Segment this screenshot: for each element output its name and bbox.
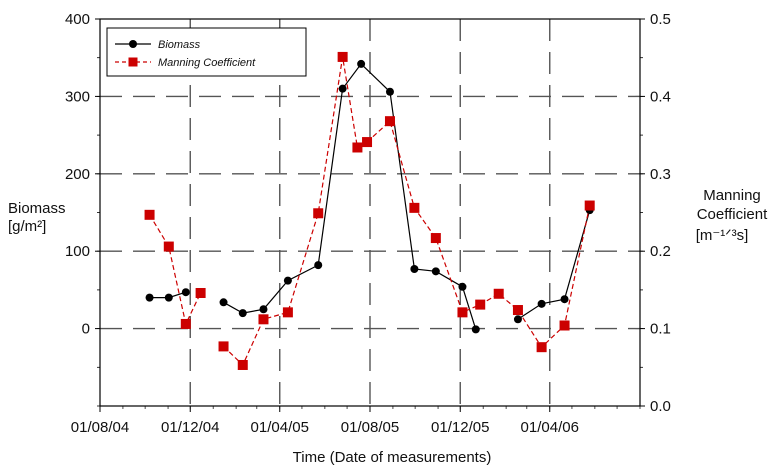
biomass-point: [560, 295, 569, 304]
manning-point: [237, 359, 248, 370]
manning-point: [409, 202, 420, 213]
legend-manning-label: Manning Coefficient: [158, 57, 256, 69]
biomass-point: [537, 299, 546, 308]
series-layer: [144, 51, 595, 370]
biomass-point: [181, 288, 190, 297]
series-line-segment: [149, 214, 202, 326]
biomass-point: [410, 265, 419, 274]
series-line-segment: [223, 56, 358, 367]
biomass-point: [431, 267, 440, 276]
y-right-tick-label: 0.4: [650, 88, 671, 105]
y-right-title-line3: [m⁻¹ᐟ³s]: [696, 227, 749, 244]
x-axis-title: Time (Date of measurements): [293, 449, 492, 466]
y-left-tick-label: 400: [65, 11, 90, 28]
y-right-tick-label: 0.2: [650, 243, 671, 260]
x-tick-label: 01/12/05: [431, 419, 489, 436]
manning-point: [352, 142, 363, 153]
x-tick-label: 01/08/05: [341, 419, 399, 436]
x-tick-label: 01/08/04: [71, 419, 129, 436]
manning-point: [282, 307, 293, 318]
manning-point: [584, 200, 595, 211]
legend: Biomass Manning Coefficient: [106, 27, 307, 77]
manning-point: [195, 287, 206, 298]
biomass-point: [259, 305, 268, 314]
y-right-title-line2: Coefficient: [697, 206, 768, 223]
manning-point: [180, 318, 191, 329]
grid: [100, 19, 640, 406]
series-biomass: [145, 59, 594, 334]
y-right-title-line1: Manning: [703, 187, 761, 204]
legend-manning-marker: [128, 57, 138, 67]
biomass-point: [385, 87, 394, 96]
biomass-point: [513, 315, 522, 324]
manning-point: [362, 137, 373, 148]
y-left-tick-label: 200: [65, 166, 90, 183]
manning-point: [457, 307, 468, 318]
biomass-point: [471, 325, 480, 334]
manning-point: [313, 208, 324, 219]
biomass-point: [338, 84, 347, 93]
biomass-point: [283, 276, 292, 285]
y-right-tick-label: 0.1: [650, 321, 671, 338]
legend-biomass-label: Biomass: [158, 39, 201, 51]
y-left-title-line1: Biomass: [8, 200, 66, 217]
y-right-tick-label: 0.5: [650, 11, 671, 28]
biomass-point: [238, 309, 247, 318]
biomass-point: [164, 293, 173, 302]
y-left-tick-label: 300: [65, 88, 90, 105]
x-tick-label: 01/12/04: [161, 419, 219, 436]
manning-point: [258, 314, 269, 325]
plot-frame: [99, 18, 641, 407]
manning-point: [337, 51, 348, 62]
manning-point: [144, 209, 155, 220]
biomass-point: [314, 261, 323, 270]
manning-point: [536, 342, 547, 353]
series-line-segment: [517, 210, 591, 320]
series-manning-coefficient: [144, 51, 595, 370]
y-left-tick-label: 0: [82, 321, 90, 338]
biomass-point: [357, 59, 366, 68]
manning-point: [430, 233, 441, 244]
y-left-tick-label: 100: [65, 243, 90, 260]
legend-biomass-marker: [129, 40, 137, 48]
axes: 0 100 200 300 400 0.0 0.1 0.2 0.3 0.4 0.5 01/08/04 0…: [65, 11, 671, 436]
x-tick-label: 01/04/05: [251, 419, 309, 436]
y-right-tick-label: 0.0: [650, 398, 671, 415]
manning-point: [559, 320, 570, 331]
biomass-point: [458, 282, 467, 291]
y-right-tick-label: 0.3: [650, 166, 671, 183]
manning-point: [218, 341, 229, 352]
legend-box: [106, 27, 307, 77]
manning-point: [163, 241, 174, 252]
manning-point: [493, 288, 504, 299]
manning-point: [475, 299, 486, 310]
biomass-point: [145, 293, 154, 302]
y-left-title-line2: [g/m²]: [8, 218, 46, 235]
manning-point: [512, 305, 523, 316]
series-line-segment: [366, 120, 591, 349]
manning-point: [384, 116, 395, 127]
biomass-point: [219, 298, 228, 307]
x-tick-label: 01/04/06: [521, 419, 579, 436]
